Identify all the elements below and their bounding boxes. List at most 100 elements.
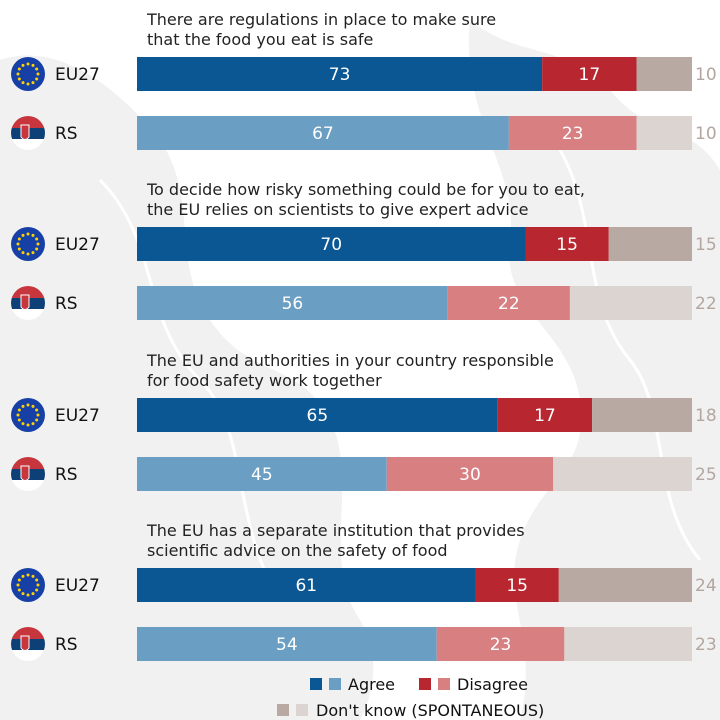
bar-row: RS 54 23 23 — [11, 627, 717, 661]
serbia-flag-red — [11, 627, 45, 639]
disagree-bar — [497, 398, 593, 432]
question-text: The EU and authorities in your country r… — [146, 351, 554, 370]
serbia-coat-of-arms — [20, 635, 30, 651]
dont-know-bar — [592, 398, 692, 432]
eu-flag-icon — [11, 227, 45, 261]
bar-row: EU27 73 17 10 — [11, 57, 717, 91]
serbia-flag-icon — [11, 627, 45, 661]
agree-bar-label: 54 — [276, 635, 298, 655]
eu-flag-star — [36, 72, 40, 76]
eu-flag-star — [35, 247, 39, 251]
dont-know-label: 18 — [695, 406, 717, 426]
question-group: The EU and authorities in your country r… — [11, 351, 717, 491]
agree-bar — [137, 568, 476, 602]
legend: Agree Disagree Don't know (SPONTANEOUS) — [277, 675, 544, 720]
dont-know-bar — [608, 227, 692, 261]
agree-bar-label: 67 — [312, 124, 334, 144]
legend-label-disagree: Disagree — [457, 675, 528, 694]
eu-flag-star — [31, 574, 35, 578]
eu-flag-star — [21, 251, 25, 255]
eu-flag-star — [31, 592, 35, 596]
country-label: RS — [55, 294, 78, 314]
bar-row: EU27 65 17 18 — [11, 398, 717, 432]
dont-know-label: 22 — [695, 294, 717, 314]
eu-flag-star — [17, 77, 21, 81]
serbia-flag-white — [11, 309, 45, 320]
agree-bar — [137, 57, 543, 91]
eu-flag-star — [21, 404, 25, 408]
eu-flag-star — [16, 72, 20, 76]
serbia-flag-icon — [11, 457, 45, 491]
dont-know-bar — [564, 627, 692, 661]
legend-swatch-dk-rs — [296, 704, 308, 716]
serbia-flag-red — [11, 457, 45, 469]
eu-flag-star — [36, 413, 40, 417]
dont-know-label: 10 — [695, 124, 717, 144]
eu-flag-star — [26, 593, 30, 597]
eu-flag-star — [17, 247, 21, 251]
eu-flag-icon — [11, 398, 45, 432]
eu-flag-star — [26, 573, 30, 577]
disagree-bar — [525, 227, 609, 261]
disagree-bar-label: 17 — [579, 65, 601, 85]
agree-bar — [137, 457, 387, 491]
agree-bar — [137, 286, 448, 320]
country-label: EU27 — [55, 406, 100, 426]
eu-flag-disc — [11, 57, 45, 91]
eu-flag-star — [31, 63, 35, 67]
bar-row: EU27 61 15 24 — [11, 568, 717, 602]
eu-flag-star — [16, 413, 20, 417]
eu-flag-star — [16, 583, 20, 587]
dont-know-label: 23 — [695, 635, 717, 655]
bar-row: RS 67 23 10 — [11, 116, 717, 150]
question-text: There are regulations in place to make s… — [146, 10, 496, 29]
eu-flag-star — [21, 81, 25, 85]
eu-flag-star — [17, 418, 21, 422]
eu-flag-star — [26, 82, 30, 86]
disagree-bar-label: 30 — [459, 465, 481, 485]
disagree-bar — [386, 457, 554, 491]
disagree-bar — [508, 116, 637, 150]
eu-flag-star — [26, 423, 30, 427]
disagree-bar-label: 23 — [562, 124, 584, 144]
eu-flag-star — [36, 583, 40, 587]
eu-flag-star — [31, 233, 35, 237]
disagree-bar-label: 23 — [490, 635, 512, 655]
agree-bar — [137, 398, 498, 432]
agree-bar-label: 56 — [282, 294, 304, 314]
dont-know-label: 15 — [695, 235, 717, 255]
serbia-coat-of-arms — [20, 465, 30, 481]
legend-label-agree: Agree — [348, 675, 395, 694]
eu-flag-star — [17, 588, 21, 592]
disagree-bar — [436, 627, 565, 661]
bar-row: RS 56 22 22 — [11, 286, 717, 320]
eu-flag-disc — [11, 398, 45, 432]
disagree-bar — [447, 286, 570, 320]
eu-flag-star — [26, 232, 30, 236]
question-text: the EU relies on scientists to give expe… — [147, 200, 528, 219]
eu-flag-star — [35, 418, 39, 422]
eu-flag-star — [17, 408, 21, 412]
eu-flag-star — [21, 574, 25, 578]
eu-flag-star — [31, 404, 35, 408]
question-group: There are regulations in place to make s… — [11, 10, 717, 150]
bar-row: EU27 70 15 15 — [11, 227, 717, 261]
eu-flag-star — [21, 233, 25, 237]
question-group: To decide how risky something could be f… — [11, 180, 717, 320]
serbia-coat-of-arms — [20, 294, 30, 310]
eu-flag-star — [21, 422, 25, 426]
eu-flag-disc — [11, 227, 45, 261]
agree-bar-label: 61 — [295, 576, 317, 596]
eu-flag-star — [35, 408, 39, 412]
legend-swatch-agree-eu — [310, 678, 322, 690]
eu-flag-star — [21, 592, 25, 596]
serbia-flag-red — [11, 286, 45, 298]
eu-flag-disc — [11, 568, 45, 602]
question-group: The EU has a separate institution that p… — [11, 521, 717, 661]
eu-flag-star — [26, 403, 30, 407]
eu-flag-star — [17, 67, 21, 71]
legend-swatch-agree-rs — [329, 678, 341, 690]
serbia-flag-white — [11, 139, 45, 150]
country-label: EU27 — [55, 576, 100, 596]
legend-swatch-disagree-rs — [438, 678, 450, 690]
